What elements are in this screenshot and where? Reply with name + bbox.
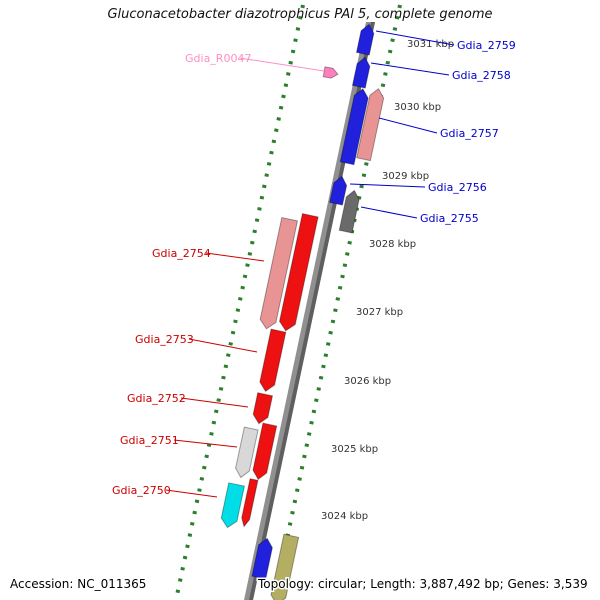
gene-label-gdia-2759[interactable]: Gdia_2759: [457, 39, 516, 52]
gene-arrow-gdia-2754[interactable]: [278, 213, 319, 333]
ruler-dotted-line-left: [174, 4, 305, 600]
rna-arrow-gdia-r0047[interactable]: [322, 66, 339, 79]
leader-gdia-2756: [349, 183, 426, 188]
ruler-tick-3025: 3025 kbp: [331, 444, 378, 455]
page-title: Gluconacetobacter diazotrophicus PAl 5, …: [107, 7, 492, 22]
gene-label-gdia-2752[interactable]: Gdia_2752: [127, 392, 186, 405]
gene-arrow-paralog-2754[interactable]: [259, 216, 299, 331]
leader-gdia-2757: [378, 117, 438, 134]
ruler-dotted-line-right: [272, 4, 402, 600]
ruler-tick-3029: 3029 kbp: [382, 171, 429, 182]
leader-gdia-2752: [180, 397, 249, 408]
gene-label-gdia-2751[interactable]: Gdia_2751: [120, 434, 179, 447]
leader-gdia-2754: [205, 252, 265, 262]
gene-arrow-bottom-khaki[interactable]: [269, 533, 300, 600]
gene-arrow-gdia-2755[interactable]: [338, 189, 360, 234]
leader-gdia-2751: [173, 439, 238, 448]
ruler-tick-3031: 3031 kbp: [407, 39, 454, 50]
leader-gdia-2755: [360, 206, 418, 219]
gene-arrow-bottom-blue[interactable]: [251, 537, 274, 580]
ruler-tick-3026: 3026 kbp: [344, 376, 391, 387]
gene-arrow-gdia-2751[interactable]: [251, 422, 278, 481]
gene-label-gdia-2756[interactable]: Gdia_2756: [428, 181, 487, 194]
ruler-tick-3027: 3027 kbp: [356, 307, 403, 318]
ruler-tick-3028: 3028 kbp: [369, 239, 416, 250]
leader-gdia-2750: [165, 489, 218, 498]
gene-arrow-gdia-2756[interactable]: [329, 175, 349, 206]
leader-gdia-r0047: [239, 57, 325, 72]
gene-label-gdia-2754[interactable]: Gdia_2754: [152, 247, 211, 260]
status-topology: Topology: circular; Length: 3,887,492 bp…: [257, 577, 588, 591]
gene-label-gdia-2758[interactable]: Gdia_2758: [452, 69, 511, 82]
gene-arrow-gdia-2759[interactable]: [355, 23, 376, 56]
genome-axis-shade: [249, 22, 375, 600]
leader-gdia-2759: [375, 30, 455, 46]
gene-label-gdia-2755[interactable]: Gdia_2755: [420, 212, 479, 225]
gene-arrow-gdia-2757[interactable]: [339, 87, 369, 166]
gene-arrow-gdia-2752[interactable]: [252, 392, 274, 425]
gene-label-gdia-2753[interactable]: Gdia_2753: [135, 333, 194, 346]
gene-label-gdia-2757[interactable]: Gdia_2757: [440, 127, 499, 140]
ruler-tick-3024: 3024 kbp: [321, 511, 368, 522]
gene-arrow-silver-2751[interactable]: [234, 426, 259, 479]
gene-arrow-gdia-2750[interactable]: [220, 482, 245, 529]
ruler-tick-3030: 3030 kbp: [394, 102, 441, 113]
status-accession: Accession: NC_011365: [10, 577, 146, 591]
gene-arrow-gdia-2753[interactable]: [258, 328, 287, 393]
leader-gdia-2753: [188, 338, 258, 353]
gene-arrow-gdia-2758[interactable]: [351, 56, 372, 89]
gene-label-gdia-r0047[interactable]: Gdia_R0047: [185, 52, 251, 65]
gene-label-gdia-2750[interactable]: Gdia_2750: [112, 484, 171, 497]
gene-arrow-narrow-red-2750[interactable]: [240, 478, 259, 528]
leader-gdia-2758: [370, 62, 450, 76]
gene-arrow-paralog-2757[interactable]: [356, 87, 386, 162]
